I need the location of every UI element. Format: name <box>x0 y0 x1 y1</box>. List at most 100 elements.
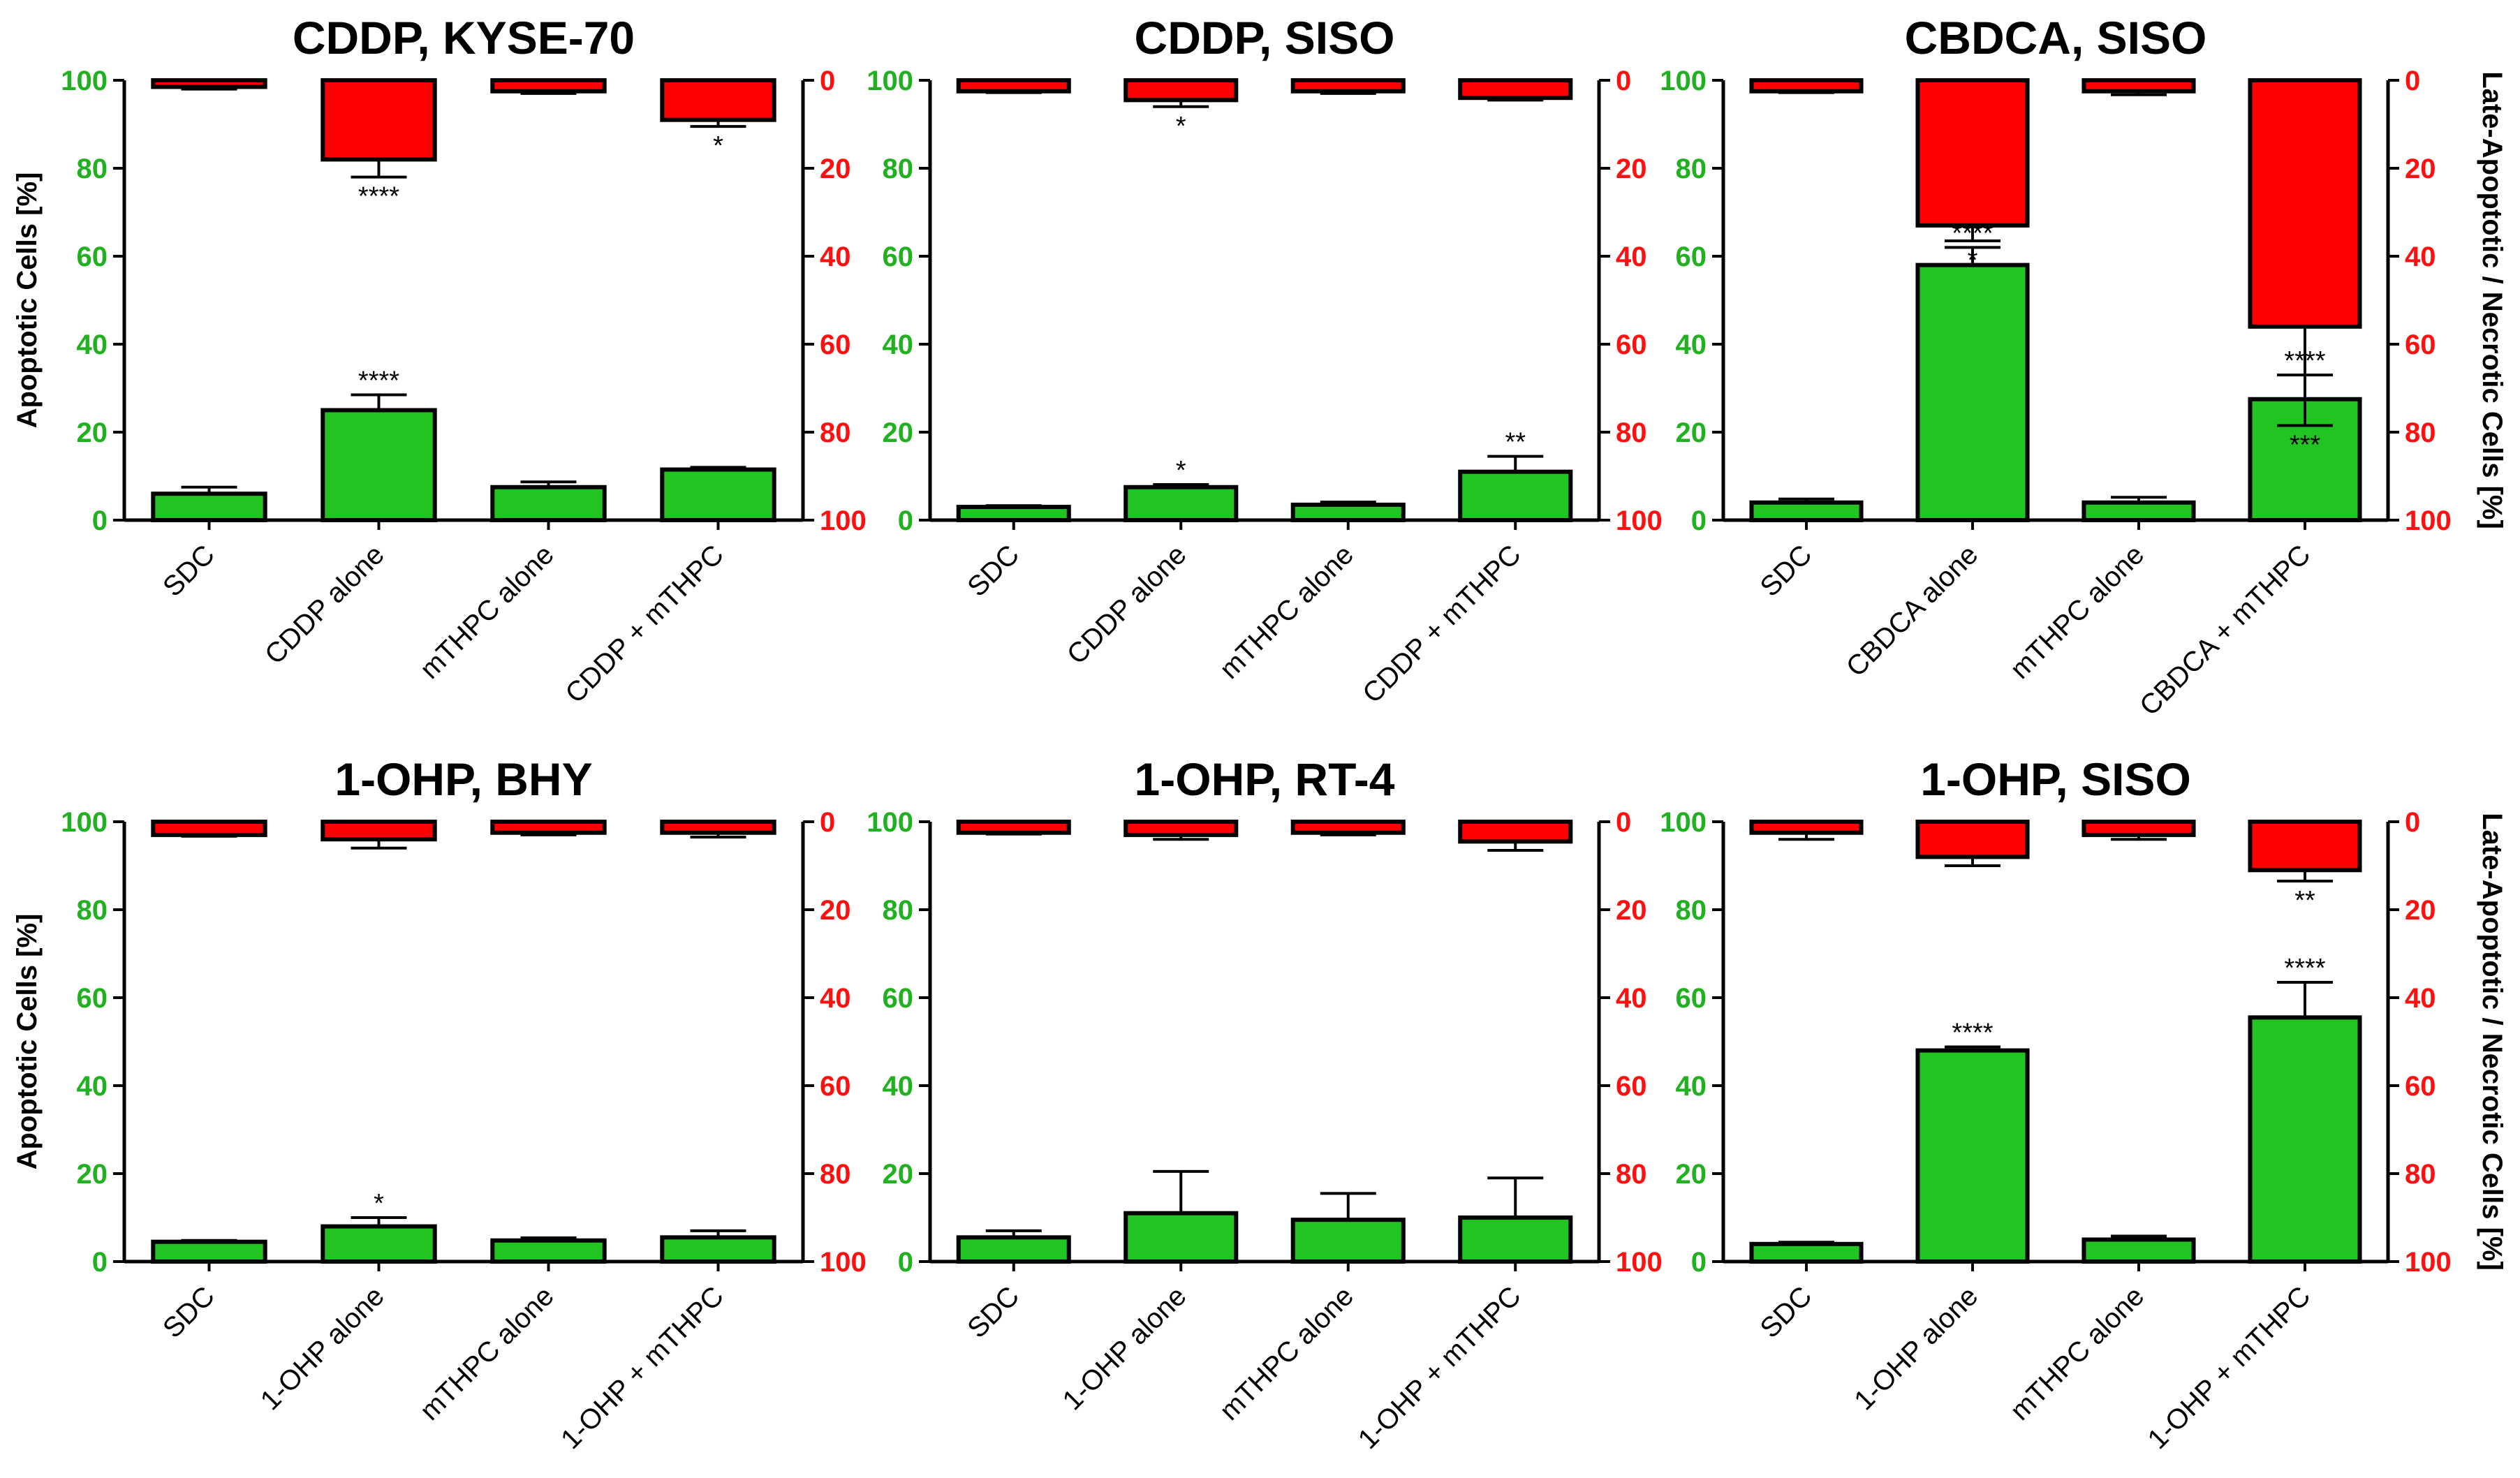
bar-necrotic <box>956 78 1071 94</box>
bar-apoptotic <box>1458 469 1573 523</box>
left-tick-label: 40 <box>883 1071 914 1102</box>
right-tick-label: 60 <box>1616 1071 1647 1102</box>
x-tick-label: 1-OHP + mTHPC <box>2142 1280 2317 1455</box>
x-tick-label: mTHPC alone <box>1214 1280 1360 1426</box>
chart-panel-3: CBDCA, SISO 0 20 40 60 80 100 0 20 40 60 80 100 Late-… <box>1660 12 2507 722</box>
right-tick-label: 40 <box>2405 242 2436 272</box>
bar-necrotic <box>490 78 607 94</box>
x-tick-label: mTHPC alone <box>1214 539 1360 685</box>
significance-label: **** <box>358 182 399 212</box>
x-tick-label: CBDCA alone <box>1841 539 1984 683</box>
right-tick-label: 60 <box>820 330 851 360</box>
right-tick-label: 80 <box>1616 417 1647 448</box>
bar-apoptotic <box>2081 500 2196 522</box>
right-tick-label: 40 <box>1616 983 1647 1014</box>
bar-necrotic <box>2081 820 2196 837</box>
left-tick-label: 100 <box>867 66 913 96</box>
bar-apoptotic <box>1915 1048 2030 1264</box>
bar-necrotic <box>490 820 607 835</box>
x-tick-label: CBDCA + mTHPC <box>2134 539 2316 721</box>
left-tick-label: 0 <box>92 505 108 536</box>
x-tick-label: 1-OHP alone <box>255 1280 390 1416</box>
x-tick-label: 1-OHP alone <box>1848 1280 1984 1416</box>
chart-panel-1: CDDP, KYSE-70 0 20 40 60 80 100 0 20 40 60 80 100 Apo… <box>12 12 867 709</box>
y-axis-title-left: Apoptotic Cells [%] <box>12 914 43 1170</box>
right-tick-label: 100 <box>2405 1247 2452 1278</box>
left-tick-label: 60 <box>883 242 914 272</box>
significance-label: **** <box>2284 346 2325 376</box>
y-axis-title-right: Late-Apoptotic / Necrotic Cells [%] <box>2477 71 2507 529</box>
right-tick-label: 0 <box>2405 807 2420 838</box>
left-tick-label: 80 <box>883 895 914 926</box>
right-tick-label: 80 <box>820 417 851 448</box>
chart-panel-5: 1-OHP, RT-4 0 20 40 60 80 100 0 20 40 60 80 100 SDC 1-… <box>867 753 1663 1455</box>
x-tick-label: SDC <box>157 539 221 603</box>
left-tick-label: 100 <box>61 66 108 96</box>
significance-label: ** <box>2294 886 2315 915</box>
right-tick-label: 100 <box>2405 505 2452 536</box>
significance-label: **** <box>1952 1019 1993 1048</box>
right-tick-label: 0 <box>820 807 835 838</box>
bar-necrotic <box>1123 78 1239 103</box>
chart-title: 1-OHP, SISO <box>1920 753 2191 805</box>
left-tick-label: 0 <box>92 1247 108 1278</box>
bar-apoptotic <box>151 1239 267 1264</box>
right-tick-label: 100 <box>820 1247 867 1278</box>
left-tick-label: 20 <box>883 1159 914 1190</box>
bar-necrotic <box>660 820 776 835</box>
bar-necrotic <box>956 820 1071 835</box>
right-tick-label: 40 <box>820 983 851 1014</box>
bar-necrotic <box>320 820 437 842</box>
x-tick-label: CDDP alone <box>259 539 390 670</box>
significance-label: *** <box>2290 431 2321 460</box>
right-tick-label: 60 <box>2405 330 2436 360</box>
left-tick-label: 100 <box>1660 807 1707 838</box>
significance-label: * <box>374 1189 384 1218</box>
left-tick-label: 20 <box>1676 1159 1707 1190</box>
bar-apoptotic <box>490 1238 607 1264</box>
right-tick-label: 40 <box>1616 242 1647 272</box>
right-tick-label: 100 <box>1616 505 1663 536</box>
bar-apoptotic <box>660 467 776 522</box>
left-tick-label: 20 <box>77 417 108 448</box>
right-tick-label: 80 <box>2405 1159 2436 1190</box>
left-tick-label: 40 <box>77 330 108 360</box>
significance-label: **** <box>1952 219 1993 248</box>
right-tick-label: 60 <box>820 1071 851 1102</box>
left-tick-label: 0 <box>898 505 913 536</box>
x-tick-label: mTHPC alone <box>2005 539 2151 685</box>
left-tick-label: 60 <box>77 242 108 272</box>
bar-necrotic <box>2081 78 2196 94</box>
left-tick-label: 100 <box>61 807 108 838</box>
bar-necrotic <box>660 78 776 122</box>
x-tick-label: 1-OHP + mTHPC <box>555 1280 730 1455</box>
bar-apoptotic <box>151 492 267 523</box>
chart-title: 1-OHP, BHY <box>334 753 592 805</box>
bar-necrotic <box>1749 820 1864 835</box>
right-tick-label: 100 <box>1616 1247 1663 1278</box>
right-tick-label: 20 <box>2405 154 2436 184</box>
significance-label: * <box>1176 112 1186 141</box>
x-tick-label: CDDP + mTHPC <box>559 539 730 709</box>
chart-title: 1-OHP, RT-4 <box>1135 753 1395 805</box>
left-tick-label: 20 <box>77 1159 108 1190</box>
bar-apoptotic <box>1749 500 1864 522</box>
bar-necrotic <box>151 820 267 837</box>
x-tick-label: CDDP alone <box>1061 539 1193 670</box>
left-tick-label: 40 <box>77 1071 108 1102</box>
x-tick-label: 1-OHP alone <box>1057 1280 1193 1416</box>
right-tick-label: 20 <box>1616 895 1647 926</box>
chart-panel-6: 1-OHP, SISO 0 20 40 60 80 100 0 20 40 60 80 100 Late-… <box>1660 753 2507 1455</box>
right-tick-label: 0 <box>1616 807 1631 838</box>
significance-label: **** <box>358 366 399 395</box>
x-tick-label: SDC <box>1755 1280 1818 1344</box>
x-tick-label: SDC <box>961 1280 1025 1344</box>
significance-label: ** <box>1505 428 1526 457</box>
bar-apoptotic <box>956 505 1071 522</box>
bar-necrotic <box>1290 820 1406 835</box>
bar-apoptotic <box>2081 1237 2196 1264</box>
bar-apoptotic <box>1458 1215 1573 1264</box>
left-tick-label: 100 <box>867 807 913 838</box>
significance-label: * <box>1176 456 1186 485</box>
